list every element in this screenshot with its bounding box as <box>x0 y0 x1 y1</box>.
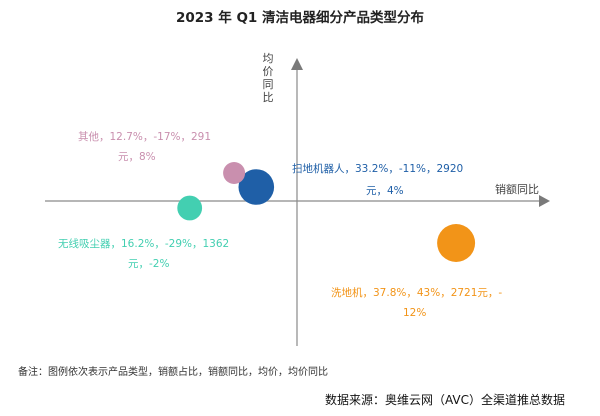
footnote: 备注：图例依次表示产品类型，销额占比，销额同比，均价，均价同比 <box>18 365 328 378</box>
bubble-label-3-line-1: 元，8% <box>118 151 156 163</box>
bubble-label-layer: 扫地机器人，33.2%，-11%，2920 元，4% 洗地机，37.8%，43%，2… <box>58 130 502 319</box>
bubble-3 <box>223 162 246 184</box>
bubble-label-3-line-0: 其他，12.7%，-17%，291 <box>78 130 211 143</box>
y-axis-label-char: 同 <box>263 78 274 91</box>
y-axis-label-char: 均 <box>263 52 274 65</box>
bubble-label-2-line-1: 元，-2% <box>128 258 169 270</box>
y-axis-label: 均价同比 <box>263 52 274 104</box>
x-axis-arrow-icon <box>539 195 550 207</box>
bubble-1 <box>437 224 476 262</box>
chart-title: 2023 年 Q1 清洁电器细分产品类型分布 <box>176 9 424 26</box>
bubble-label-0-line-1: 元，4% <box>366 185 404 197</box>
y-axis-label-char: 价 <box>263 65 274 78</box>
bubble-2 <box>177 195 203 221</box>
bubble-label-0-line-0: 扫地机器人，33.2%，-11%，2920 <box>292 162 463 175</box>
y-axis-label-char: 比 <box>263 91 274 104</box>
bubble-label-2-line-0: 无线吸尘器，16.2%，-29%，1362 <box>58 237 229 250</box>
bubble-label-1-line-1: 12% <box>403 307 426 319</box>
y-axis-arrow-icon <box>291 58 303 70</box>
bubble-label-1-line-0: 洗地机，37.8%，43%，2721元，- <box>331 286 502 299</box>
source-note: 数据来源：奥维云网（AVC）全渠道推总数据 <box>325 392 565 407</box>
bubble-layer <box>177 162 476 262</box>
bubble-0 <box>238 169 275 205</box>
x-axis-label: 销额同比 <box>495 182 539 196</box>
